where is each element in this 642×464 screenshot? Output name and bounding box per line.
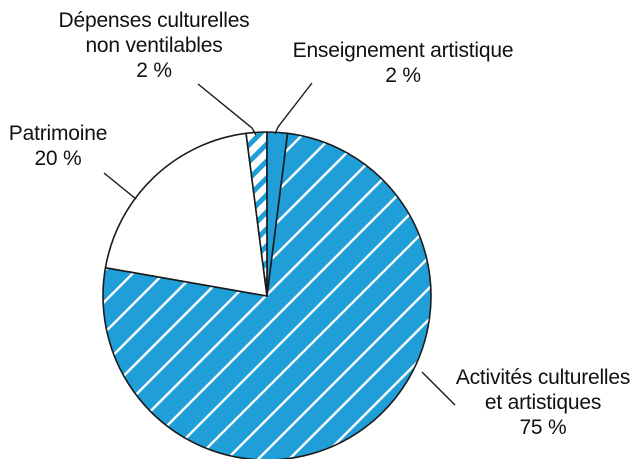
leader-line-enseignement-artistique — [274, 82, 313, 135]
slice-label-enseignement-artistique: Enseignement artistique 2 % — [283, 38, 523, 88]
leader-line-depenses-non-ventilables — [197, 83, 257, 136]
leader-line-patrimoine — [103, 172, 137, 200]
value-label: 2 % — [385, 64, 421, 87]
label-line: non ventilables — [85, 34, 223, 57]
value-label: 20 % — [34, 147, 82, 170]
leader-lines — [103, 82, 456, 406]
value-label: 2 % — [136, 59, 172, 82]
label-line: Dépenses culturelles — [58, 9, 250, 32]
pie-slices — [102, 131, 432, 461]
leader-line-activites-culturelles — [421, 371, 456, 406]
label-line: Activités culturelles — [455, 366, 631, 389]
slice-patrimoine — [104, 132, 268, 297]
slice-label-patrimoine: Patrimoine 20 % — [6, 121, 110, 171]
slice-label-depenses-non-ventilables: Dépenses culturelles non ventilables 2 % — [48, 8, 260, 83]
label-line: Patrimoine — [8, 122, 108, 145]
slice-label-activites-culturelles: Activités culturelles et artistiques 75 … — [446, 365, 640, 440]
value-label: 75 % — [519, 416, 567, 439]
label-line: et artistiques — [484, 391, 602, 414]
slice-depenses-non-ventilables — [245, 131, 268, 297]
label-line: Enseignement artistique — [292, 39, 514, 62]
